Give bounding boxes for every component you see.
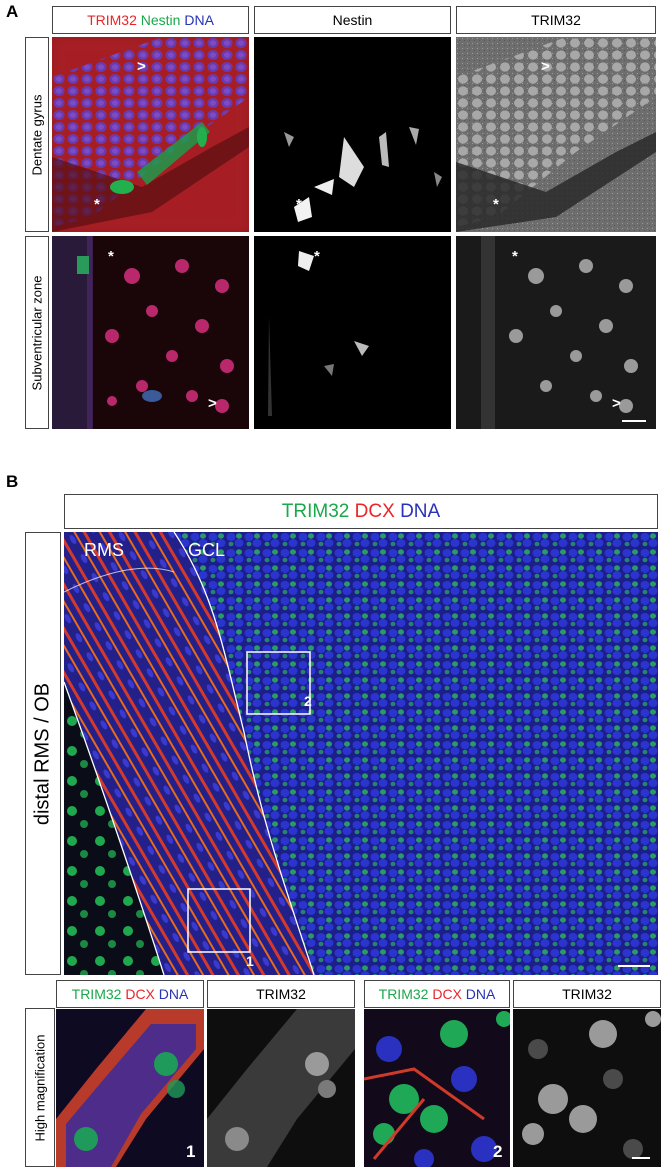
rms-region-label: RMS [84, 540, 124, 560]
inset-box-1-label: 1 [246, 953, 254, 969]
scale-bar [622, 420, 646, 422]
dna-channel-label: DNA [465, 986, 496, 1002]
panel-a-merge-header: TRIM32 Nestin DNA [52, 6, 249, 34]
dcx-channel-label: DCX [432, 986, 462, 1002]
panel-b-letter: B [6, 472, 19, 491]
trim32-channel-label: TRIM32 [87, 12, 137, 28]
row-label-subventricular-zone: Subventricular zone [25, 236, 49, 429]
dna-channel-label: DNA [184, 12, 214, 28]
dna-channel-label: DNA [158, 986, 189, 1002]
hm2-merge-image [364, 1009, 510, 1167]
asterisk-marker: * [108, 248, 114, 265]
row-label-distal-rms-ob: distal RMS / OB [25, 532, 61, 975]
trim32-channel-label: TRIM32 [71, 986, 122, 1002]
gcl-region-label: GCL [188, 540, 226, 560]
hm2-number-label: 2 [493, 1142, 503, 1161]
hm1-trim32-image [207, 1009, 355, 1167]
scale-bar [632, 1157, 650, 1159]
rms-ob-overview-image [64, 532, 658, 975]
asterisk-marker: * [493, 196, 499, 213]
hm1-merge-image [56, 1009, 204, 1167]
panel-b-header: TRIM32 DCX DNA [64, 494, 658, 529]
dna-channel-label: DNA [400, 500, 441, 522]
panel-a-nestin-header: Nestin [254, 6, 451, 34]
asterisk-marker: * [512, 248, 518, 265]
dcx-channel-label: DCX [354, 500, 395, 522]
hm2-merge-header: TRIM32 DCX DNA [364, 980, 510, 1008]
hm2-trim32-image [513, 1009, 661, 1167]
dcx-channel-label: DCX [125, 986, 155, 1002]
hm1-merge-header: TRIM32 DCX DNA [56, 980, 204, 1008]
inset-box-2-label: 2 [304, 693, 312, 709]
panel-a-letter: A [6, 2, 19, 21]
svz-nestin-image [254, 236, 451, 429]
arrowhead-marker: > [541, 58, 550, 75]
hm2-trim32-header: TRIM32 [513, 980, 661, 1008]
dentate-gyrus-nestin-image [254, 37, 451, 232]
hm1-trim32-header: TRIM32 [207, 980, 355, 1008]
scale-bar [618, 965, 650, 967]
nestin-channel-label: Nestin [140, 12, 181, 28]
asterisk-marker: * [296, 196, 302, 213]
asterisk-marker: * [94, 196, 100, 213]
trim32-channel-label: TRIM32 [378, 986, 429, 1002]
row-label-dentate-gyrus: Dentate gyrus [25, 37, 49, 232]
arrowhead-marker: > [612, 395, 621, 412]
hm1-number-label: 1 [186, 1142, 196, 1161]
arrowhead-marker: > [208, 395, 217, 412]
arrowhead-marker: > [137, 58, 146, 75]
row-label-high-magnification: High magnification [25, 1008, 55, 1167]
trim32-channel-label: TRIM32 [281, 500, 350, 522]
asterisk-marker: * [314, 248, 320, 265]
svz-merge-image [52, 236, 249, 429]
svz-trim32-image [456, 236, 656, 429]
dentate-gyrus-merge-image [52, 37, 249, 232]
dentate-gyrus-trim32-image [456, 37, 656, 232]
panel-a-trim32-header: TRIM32 [456, 6, 656, 34]
